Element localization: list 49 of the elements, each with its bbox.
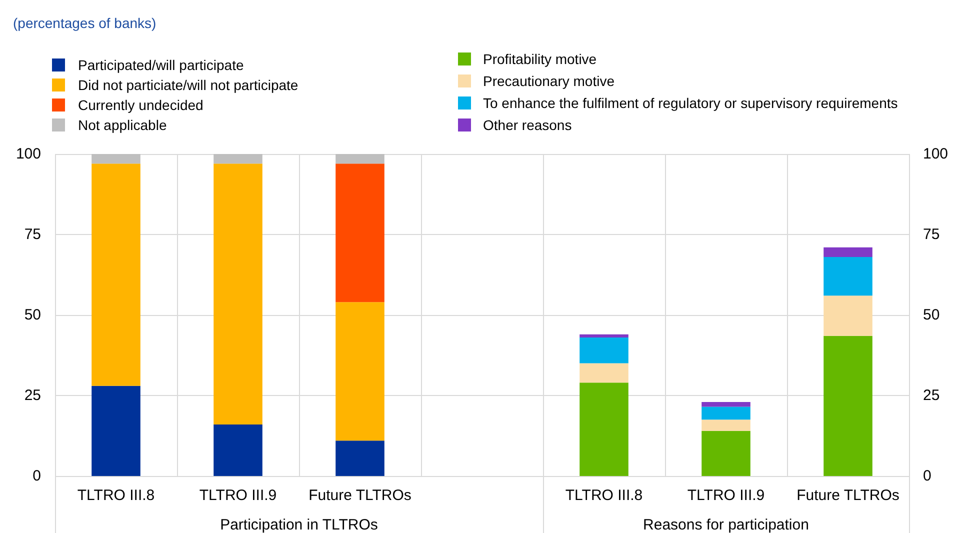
x-tick-label: TLTRO III.8 [77,487,155,504]
y-tick-label: 0 [32,468,41,484]
bar [214,164,262,424]
bar [824,257,872,296]
x-tick-label: Future TLTROs [308,487,412,504]
bar [214,154,262,164]
bar [214,424,262,476]
bar [92,386,140,476]
bar [580,363,628,383]
legend-label: Profitability motive [483,51,597,67]
y2-tick-label: 0 [923,468,932,484]
y2-tick-label: 100 [923,146,948,162]
chart-subtitle: (percentages of banks) [13,15,156,31]
y2-tick-label: 75 [923,226,940,243]
text: Participation in TLTROs [220,516,378,533]
bar [580,334,628,338]
bar [824,247,872,258]
bar [92,164,140,386]
x-tick-label: TLTRO III.9 [199,487,277,504]
y2-tick-label: 50 [923,306,940,324]
legend-label: Other reasons [483,117,572,133]
bar [824,336,872,476]
bar [702,402,750,407]
bar [824,296,872,336]
x-tick-label: Future TLTROs [796,487,900,504]
bar [336,154,384,164]
bar [702,420,750,431]
x-tick-label: TLTRO III.9 [687,487,765,504]
text: Reasons for participation [643,516,809,533]
y-tick-label: 50 [24,306,41,324]
bar [336,302,384,441]
bar [580,338,628,364]
bar [702,406,750,420]
bar [580,382,628,476]
y-tick-label: 25 [24,387,41,404]
legend-label: Precautionary motive [483,73,615,89]
bar [92,154,140,164]
bar [702,430,750,476]
legend-label: Not applicable [78,117,167,133]
legend-label: Participated/will participate [78,57,244,73]
bar [336,164,384,302]
bar [336,440,384,476]
y2-tick-label: 25 [923,387,940,404]
x-tick-label: TLTRO III.8 [565,487,643,504]
y-tick-label: 100 [16,146,41,162]
y-tick-label: 75 [24,226,41,243]
legend-label: Currently undecided [78,97,204,113]
legend-label: Did not particiate/will not participate [78,77,298,93]
legend-label: To enhance the fulfilment of regulatory or supervisory requirements [483,95,898,111]
